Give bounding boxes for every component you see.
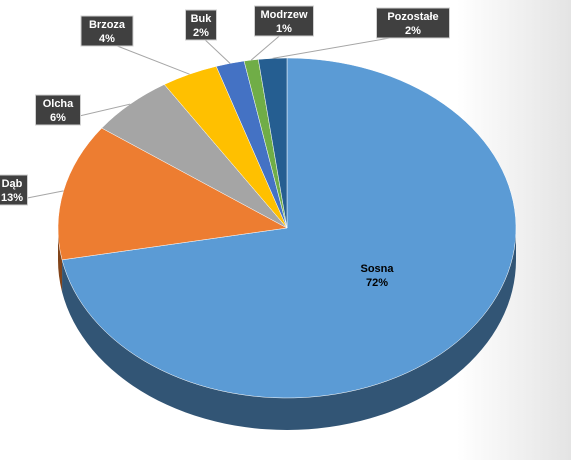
label-box — [185, 9, 217, 41]
slice-value-label: 13% — [1, 192, 23, 204]
label-box — [376, 7, 450, 39]
slice-label: Dąb — [2, 178, 23, 190]
slice-label: Olcha — [43, 98, 74, 110]
slice-label: Buk — [191, 13, 213, 25]
slice — [61, 57, 517, 399]
slice-label: Brzoza — [89, 19, 126, 31]
label-box — [80, 15, 134, 47]
slice-value-label: 72% — [366, 277, 388, 289]
label-box — [35, 94, 81, 126]
slice-side — [62, 228, 517, 430]
slice-value-label: 4% — [99, 33, 115, 45]
slice — [57, 127, 288, 261]
leader-line — [106, 41, 190, 75]
label-box — [0, 174, 28, 206]
slice-value-label: 1% — [276, 23, 292, 35]
leader-line — [250, 31, 285, 61]
label-box — [254, 5, 314, 37]
slice-value-label: 6% — [50, 112, 66, 124]
slice-value-label: 2% — [193, 27, 209, 39]
slice-side — [58, 228, 63, 292]
slice-label: Pozostałe — [387, 11, 438, 23]
slice-label: Modrzew — [260, 9, 308, 21]
leader-line — [200, 35, 231, 64]
slice-value-label: 2% — [405, 25, 421, 37]
slice-label: Sosna — [360, 263, 394, 275]
